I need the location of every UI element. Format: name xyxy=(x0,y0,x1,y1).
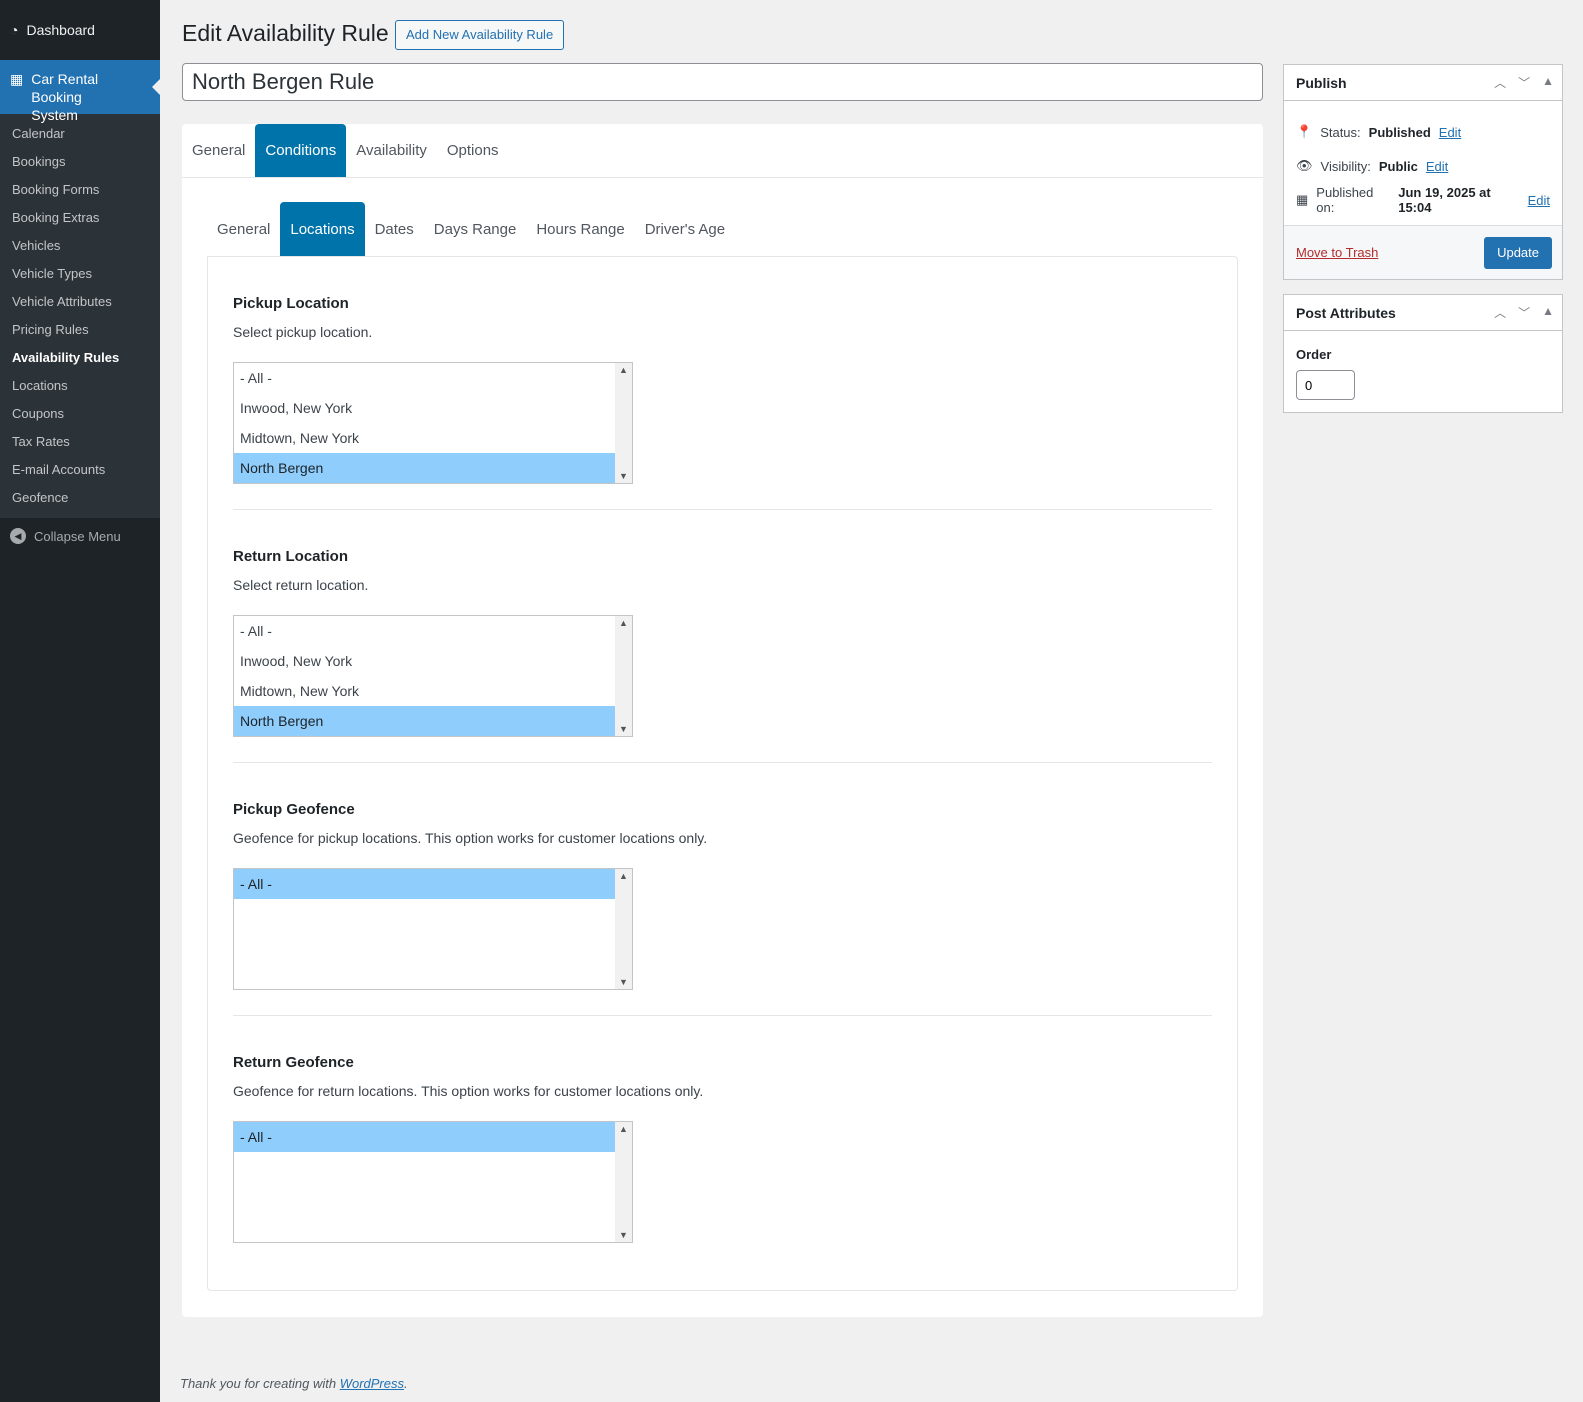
dashboard-icon: ◔ xyxy=(10,22,19,38)
page-title: Edit Availability Rule xyxy=(182,20,389,46)
pickup-location-select[interactable]: - All - Inwood, New York Midtown, New York… xyxy=(233,362,633,484)
submenu: Calendar Bookings Booking Forms Booking Ext… xyxy=(0,114,160,518)
scrollbar[interactable]: ▲ ▼ xyxy=(615,869,632,989)
eye-icon: 👁 xyxy=(1296,158,1313,173)
move-up-icon[interactable]: ︿ xyxy=(1494,76,1507,90)
pickup-geofence-description: Geofence for pickup locations. This opti… xyxy=(233,830,708,846)
add-new-button[interactable]: Add New Availability Rule xyxy=(395,20,565,50)
pickup-location-description: Select pickup location. xyxy=(233,324,373,340)
subtab-dates[interactable]: Dates xyxy=(374,220,414,238)
sub-tabs: General Locations Dates Days Range Hours Ran… xyxy=(207,202,735,256)
calendar-icon: ▦ xyxy=(10,71,24,87)
toggle-icon[interactable]: ▲ xyxy=(1542,304,1554,318)
sidebar-item-booking-extras[interactable]: Booking Extras xyxy=(12,210,100,225)
update-button[interactable]: Update xyxy=(1484,236,1552,269)
sidebar-item-vehicles[interactable]: Vehicles xyxy=(12,238,61,253)
tab-general[interactable]: General xyxy=(192,142,246,159)
move-to-trash-link[interactable]: Move to Trash xyxy=(1296,245,1379,260)
collapse-menu-button[interactable]: ◀ Collapse Menu xyxy=(0,518,160,554)
pickup-location-section: Pickup Location Select pickup location. - … xyxy=(233,257,1212,510)
pickup-location-heading: Pickup Location xyxy=(233,295,349,312)
sidebar-item-car-rental[interactable]: ▦ Car Rental Booking System xyxy=(0,60,160,123)
pin-icon: 📍 xyxy=(1296,124,1313,139)
scroll-up-icon[interactable]: ▲ xyxy=(619,618,628,628)
select-option[interactable]: - All - xyxy=(240,370,272,386)
select-option[interactable]: Midtown, New York xyxy=(240,683,360,699)
subtab-driver-s-age[interactable]: Driver's Age xyxy=(644,220,726,238)
move-down-icon[interactable]: ﹀ xyxy=(1518,306,1531,320)
select-option[interactable]: Inwood, New York xyxy=(240,400,353,416)
return-geofence-description: Geofence for return locations. This opti… xyxy=(233,1083,704,1099)
order-label: Order xyxy=(1296,347,1332,362)
post-attributes-box: Post Attributes ︿ ﹀ ▲ Order xyxy=(1283,294,1563,413)
locations-panel: Pickup Location Select pickup location. - … xyxy=(207,256,1238,1291)
publish-box: Publish ︿ ﹀ ▲ 📍 Status: Published Edit 👁 Visibi… xyxy=(1283,64,1563,280)
wordpress-link[interactable]: WordPress xyxy=(339,1376,404,1391)
tab-conditions[interactable]: Conditions xyxy=(255,124,347,177)
scroll-down-icon[interactable]: ▼ xyxy=(619,1230,628,1240)
select-option[interactable]: North Bergen xyxy=(234,453,615,483)
sidebar-item-bookings[interactable]: Bookings xyxy=(12,154,66,169)
return-location-section: Return Location Select return location. - … xyxy=(233,510,1212,763)
sidebar-item-e-mail-accounts[interactable]: E-mail Accounts xyxy=(12,462,106,477)
sidebar-item-coupons[interactable]: Coupons xyxy=(12,406,65,421)
sidebar-item-locations[interactable]: Locations xyxy=(12,378,68,393)
select-option[interactable]: - All - xyxy=(240,623,272,639)
subtab-general[interactable]: General xyxy=(217,220,271,238)
publish-title: Publish xyxy=(1296,74,1347,91)
select-option[interactable]: Inwood, New York xyxy=(240,653,353,669)
scroll-up-icon[interactable]: ▲ xyxy=(619,1124,628,1134)
return-location-description: Select return location. xyxy=(233,577,369,593)
pickup-geofence-heading: Pickup Geofence xyxy=(233,801,355,818)
rule-editor: General Conditions Availability Options Gen… xyxy=(182,124,1263,1317)
scrollbar[interactable]: ▲ ▼ xyxy=(615,1122,632,1242)
sidebar-item-tax-rates[interactable]: Tax Rates xyxy=(12,434,70,449)
pickup-geofence-select[interactable]: - All - ▲ ▼ xyxy=(233,868,633,990)
sidebar-item-vehicle-attributes[interactable]: Vehicle Attributes xyxy=(12,294,112,309)
move-up-icon[interactable]: ︿ xyxy=(1494,306,1507,320)
subtab-locations[interactable]: Locations xyxy=(280,202,365,256)
select-option[interactable]: Midtown, New York xyxy=(240,430,360,446)
edit-visibility-link[interactable]: Edit xyxy=(1425,158,1449,174)
move-down-icon[interactable]: ﹀ xyxy=(1518,76,1531,90)
tab-options[interactable]: Options xyxy=(446,142,499,159)
return-location-select[interactable]: - All - Inwood, New York Midtown, New York… xyxy=(233,615,633,737)
footer: Thank you for creating with WordPress. xyxy=(180,1376,408,1391)
scroll-down-icon[interactable]: ▼ xyxy=(619,724,628,734)
select-option[interactable]: North Bergen xyxy=(234,706,615,736)
sidebar-item-calendar[interactable]: Calendar xyxy=(12,126,65,141)
scroll-up-icon[interactable]: ▲ xyxy=(619,871,628,881)
select-option[interactable]: - All - xyxy=(234,869,615,899)
edit-date-link[interactable]: Edit xyxy=(1527,192,1550,208)
sidebar-item-dashboard[interactable]: ◔ Dashboard xyxy=(10,22,95,38)
post-title-input[interactable] xyxy=(182,63,1263,101)
calendar-icon: ▦ xyxy=(1296,192,1309,207)
return-location-heading: Return Location xyxy=(233,548,348,565)
subtab-hours-range[interactable]: Hours Range xyxy=(536,220,625,238)
main-tabs: General Conditions Availability Options xyxy=(182,124,1263,178)
collapse-icon: ◀ xyxy=(10,528,26,544)
return-geofence-heading: Return Geofence xyxy=(233,1054,354,1071)
subtab-days-range[interactable]: Days Range xyxy=(433,220,517,238)
sidebar-item-availability-rules[interactable]: Availability Rules xyxy=(12,350,120,365)
order-input[interactable] xyxy=(1296,370,1355,400)
scroll-down-icon[interactable]: ▼ xyxy=(619,977,628,987)
toggle-icon[interactable]: ▲ xyxy=(1542,74,1554,88)
admin-sidebar: ◔ Dashboard ▦ Car Rental Booking System Ca… xyxy=(0,0,160,1402)
select-option[interactable]: - All - xyxy=(234,1122,615,1152)
scrollbar[interactable]: ▲ ▼ xyxy=(615,363,632,483)
sidebar-item-geofence[interactable]: Geofence xyxy=(12,490,69,505)
scroll-down-icon[interactable]: ▼ xyxy=(619,471,628,481)
return-geofence-section: Return Geofence Geofence for return locat… xyxy=(233,1016,1212,1269)
edit-status-link[interactable]: Edit xyxy=(1438,124,1462,140)
attributes-title: Post Attributes xyxy=(1296,304,1396,321)
sidebar-item-pricing-rules[interactable]: Pricing Rules xyxy=(12,322,89,337)
sidebar-item-booking-forms[interactable]: Booking Forms xyxy=(12,182,100,197)
sidebar-item-vehicle-types[interactable]: Vehicle Types xyxy=(12,266,92,281)
scroll-up-icon[interactable]: ▲ xyxy=(619,365,628,375)
pickup-geofence-section: Pickup Geofence Geofence for pickup locat… xyxy=(233,763,1212,1016)
tab-availability[interactable]: Availability xyxy=(356,142,427,159)
return-geofence-select[interactable]: - All - ▲ ▼ xyxy=(233,1121,633,1243)
scrollbar[interactable]: ▲ ▼ xyxy=(615,616,632,736)
